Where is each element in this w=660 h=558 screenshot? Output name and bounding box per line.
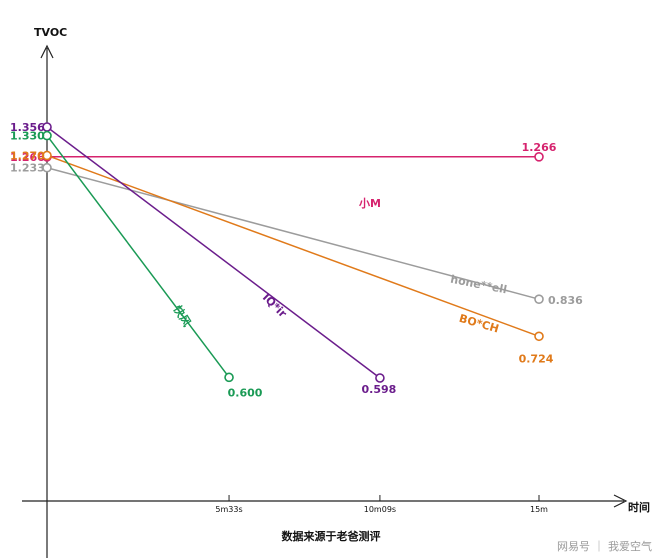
data-point: [534, 294, 544, 304]
x-tick-label: 10m09s: [364, 505, 396, 514]
data-label: 1.330: [10, 130, 45, 143]
series-name-label: BO*CH: [458, 312, 501, 336]
data-point: [42, 150, 52, 161]
x-axis-title: 时间: [628, 500, 650, 514]
watermark: 网易号 ｜ 我爱空气: [557, 539, 652, 553]
data-point: [534, 331, 544, 342]
data-label: 0.724: [519, 352, 554, 365]
series-group: 1.266 1.266 小M: [10, 141, 557, 210]
data-label: 0.598: [362, 383, 397, 396]
x-tick-label: 5m33s: [215, 505, 242, 514]
x-ticks: 5m33s 10m09s 15m: [215, 495, 548, 514]
series-name-label: IQ*ir: [260, 291, 290, 321]
data-point: [42, 162, 52, 173]
series-name-label: 小M: [358, 196, 381, 210]
data-point: [534, 152, 544, 162]
data-label: 0.600: [228, 386, 263, 399]
x-axis-arrow: [613, 494, 628, 508]
series-layer: 1.266 1.266 小M 1.233 0.836 hone**ell 1.270 0.72…: [10, 121, 583, 399]
data-label: 1.270: [10, 149, 45, 162]
series-line: [46, 126, 381, 379]
data-point: [224, 372, 234, 383]
series-group: 1.270 0.724 BO*CH: [10, 149, 554, 365]
data-label: 1.266: [522, 141, 557, 154]
series-group: 1.233 0.836 hone**ell: [10, 162, 583, 307]
data-point: [375, 373, 385, 383]
data-label: 0.836: [548, 294, 583, 307]
series-line: [46, 154, 540, 337]
data-label: 1.266: [10, 151, 45, 164]
series-group: 1.356 0.598 IQ*ir: [10, 121, 396, 396]
series-name-label: hone**ell: [449, 273, 508, 297]
data-point: [42, 130, 52, 141]
chart-caption: 数据来源于老爸测评: [282, 529, 381, 543]
series-line: [46, 135, 230, 378]
x-tick-label: 15m: [530, 505, 548, 514]
series-name-label: 快风: [170, 302, 194, 329]
data-label: 1.356: [10, 121, 45, 134]
y-axis-arrow: [40, 44, 54, 59]
y-axis-title: TVOC: [34, 26, 67, 39]
data-label: 1.233: [10, 162, 45, 175]
